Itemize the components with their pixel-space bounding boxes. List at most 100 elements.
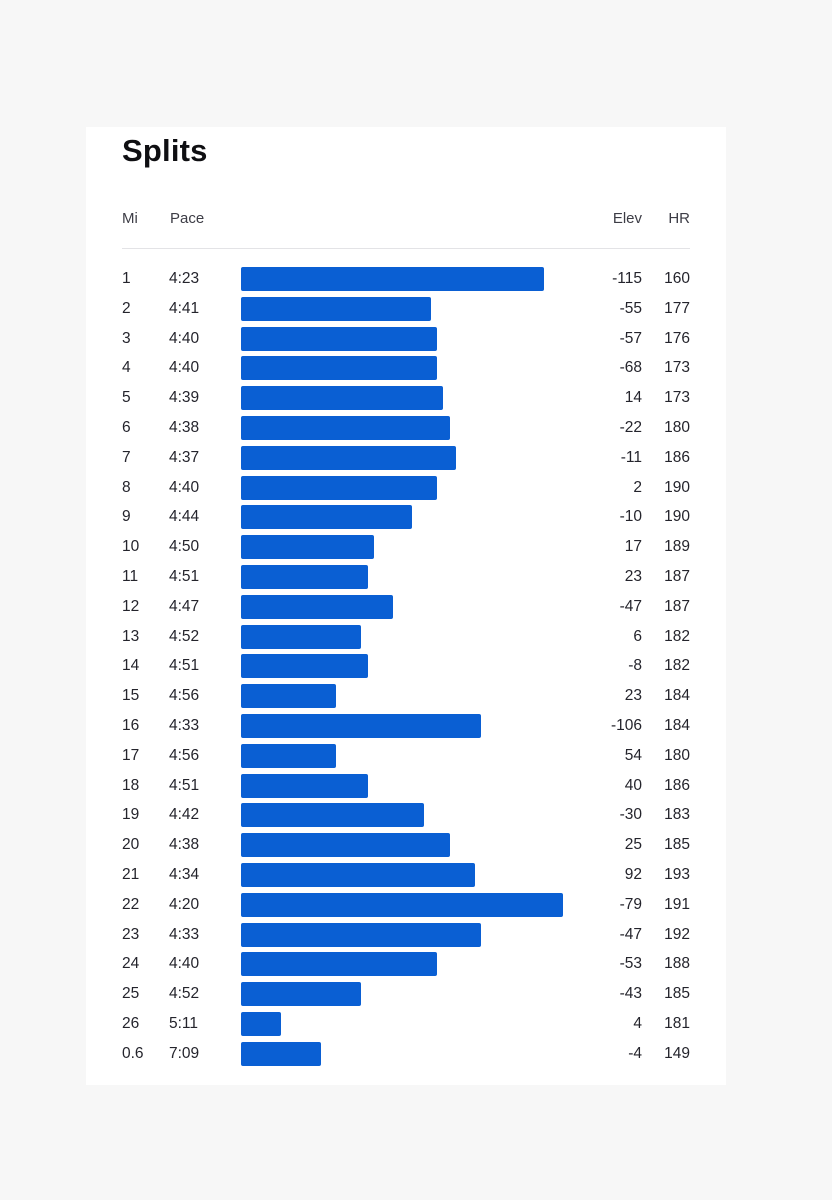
split-heart-rate: 160 [664, 270, 690, 287]
split-elevation: 6 [633, 627, 642, 645]
split-heart-rate: 191 [664, 895, 690, 913]
split-elevation: -47 [619, 597, 642, 615]
split-pace-bar [241, 594, 393, 619]
split-heart-rate: 182 [664, 627, 690, 645]
split-mile: 17 [122, 746, 140, 764]
column-header-elev: Elev [612, 210, 642, 227]
split-pace: 4:50 [169, 538, 200, 556]
table-header: Mi Pace Elev HR [86, 207, 726, 231]
split-heart-rate: 186 [664, 448, 690, 466]
split-pace: 4:52 [169, 985, 200, 1003]
split-heart-rate: 188 [664, 955, 690, 973]
split-pace: 4:40 [169, 359, 200, 377]
split-elevation: 23 [624, 567, 642, 585]
split-mile: 9 [122, 508, 131, 526]
split-pace-bar [241, 803, 425, 828]
split-elevation: 17 [624, 538, 642, 556]
split-heart-rate: 173 [664, 359, 690, 377]
split-mile: 2 [122, 299, 131, 317]
split-mile: 8 [122, 478, 131, 496]
split-pace: 4:56 [169, 746, 200, 764]
split-mile: 13 [122, 627, 140, 645]
split-pace: 5:11 [169, 1014, 199, 1032]
split-mile: 16 [122, 716, 140, 734]
split-elevation: -79 [619, 895, 642, 913]
split-heart-rate: 190 [664, 478, 690, 496]
split-mile: 0.6 [122, 1044, 144, 1062]
split-pace-bar [241, 922, 482, 947]
split-row: 4 4:40 -68 173 [86, 353, 726, 383]
split-pace: 4:47 [169, 597, 200, 615]
split-pace-bar [241, 1041, 321, 1066]
split-heart-rate: 190 [664, 508, 690, 526]
split-elevation: 2 [633, 478, 642, 496]
split-heart-rate: 183 [664, 806, 690, 824]
split-row: 3 4:40 -57 176 [86, 324, 726, 354]
column-header-hr: HR [668, 210, 690, 227]
split-pace: 4:37 [169, 448, 200, 466]
split-mile: 24 [122, 955, 140, 973]
split-pace-bar [241, 833, 450, 858]
split-heart-rate: 193 [664, 865, 690, 883]
split-elevation: -55 [619, 299, 642, 317]
split-pace-bar [241, 415, 450, 440]
split-row: 25 4:52 -43 185 [86, 979, 726, 1009]
split-elevation: -57 [619, 329, 642, 347]
split-mile: 23 [122, 925, 140, 943]
split-elevation: -53 [619, 955, 642, 973]
split-pace: 4:33 [169, 716, 200, 734]
split-heart-rate: 192 [664, 925, 690, 943]
split-row: 20 4:38 25 185 [86, 830, 726, 860]
split-row: 2 4:41 -55 177 [86, 294, 726, 324]
split-pace-bar [241, 773, 368, 798]
split-row: 8 4:40 2 190 [86, 473, 726, 503]
split-elevation: -30 [619, 806, 642, 824]
split-elevation: -115 [612, 270, 642, 287]
split-row: 14 4:51 -8 182 [86, 651, 726, 681]
split-elevation: -4 [628, 1044, 642, 1062]
split-mile: 26 [122, 1014, 140, 1032]
split-pace: 4:20 [169, 895, 200, 913]
split-elevation: -10 [619, 508, 642, 526]
split-heart-rate: 176 [664, 329, 690, 347]
split-pace: 4:38 [169, 836, 200, 854]
split-mile: 15 [122, 687, 140, 705]
split-pace-bar [241, 892, 563, 917]
split-heart-rate: 173 [664, 389, 690, 407]
split-row: 19 4:42 -30 183 [86, 800, 726, 830]
splits-title: Splits [122, 133, 208, 168]
split-pace-bar [241, 654, 368, 679]
split-pace: 4:42 [169, 806, 200, 824]
split-pace-bar [241, 535, 374, 560]
split-mile: 19 [122, 806, 140, 824]
split-row: 22 4:20 -79 191 [86, 890, 726, 920]
split-elevation: -11 [620, 448, 642, 466]
split-mile: 7 [122, 448, 131, 466]
split-mile: 25 [122, 985, 140, 1003]
split-heart-rate: 182 [664, 657, 690, 675]
split-elevation: -106 [610, 716, 642, 734]
split-elevation: 25 [624, 836, 642, 854]
split-pace: 4:34 [169, 865, 200, 883]
split-pace: 4:51 [169, 657, 200, 675]
split-mile: 3 [122, 329, 131, 347]
split-heart-rate: 180 [664, 746, 690, 764]
split-pace: 4:40 [169, 478, 200, 496]
split-pace: 4:38 [169, 418, 200, 436]
split-elevation: 92 [624, 865, 642, 883]
split-mile: 11 [122, 567, 139, 585]
split-elevation: 40 [624, 776, 642, 794]
split-row: 24 4:40 -53 188 [86, 949, 726, 979]
split-heart-rate: 186 [664, 776, 690, 794]
split-pace: 4:23 [169, 270, 200, 287]
split-elevation: -22 [619, 418, 642, 436]
split-pace-bar [241, 326, 437, 351]
split-row: 0.6 7:09 -4 149 [86, 1039, 726, 1069]
split-row: 6 4:38 -22 180 [86, 413, 726, 443]
split-row: 26 5:11 4 181 [86, 1009, 726, 1039]
split-row: 9 4:44 -10 190 [86, 502, 726, 532]
split-pace-bar [241, 1011, 281, 1036]
split-pace: 4:51 [169, 776, 200, 794]
split-elevation: 23 [624, 687, 642, 705]
split-row: 13 4:52 6 182 [86, 622, 726, 652]
